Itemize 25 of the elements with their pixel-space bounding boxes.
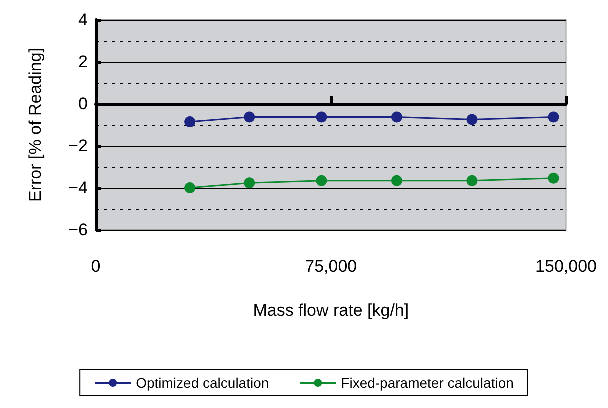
point bbox=[466, 114, 478, 126]
point bbox=[244, 112, 256, 123]
point bbox=[184, 116, 196, 128]
point bbox=[244, 178, 256, 189]
y-tick-label: −2 bbox=[68, 136, 88, 156]
point bbox=[548, 172, 560, 184]
x-tick-label: 75,000 bbox=[305, 257, 358, 276]
point bbox=[548, 112, 560, 123]
point bbox=[316, 112, 328, 123]
point bbox=[391, 175, 402, 186]
x-tick-label: 0 bbox=[91, 257, 101, 276]
y-tick-label: −6 bbox=[68, 220, 88, 240]
y-tick-label: 0 bbox=[78, 94, 88, 114]
y-tick-label: −4 bbox=[68, 178, 88, 198]
point bbox=[391, 112, 402, 123]
y-tick-label: 4 bbox=[78, 10, 88, 30]
y-tick-label: 2 bbox=[78, 52, 88, 72]
point bbox=[316, 175, 328, 186]
x-axis-title: Mass flow rate [kg/h] bbox=[253, 301, 410, 320]
point bbox=[184, 182, 196, 194]
legend-label: Fixed-parameter calculation bbox=[341, 375, 514, 391]
x-tick-label: 150,000 bbox=[536, 257, 597, 276]
point bbox=[466, 175, 478, 186]
y-axis-title: Error [% of Reading] bbox=[26, 48, 45, 202]
legend-label: Optimized calculation bbox=[136, 375, 270, 391]
